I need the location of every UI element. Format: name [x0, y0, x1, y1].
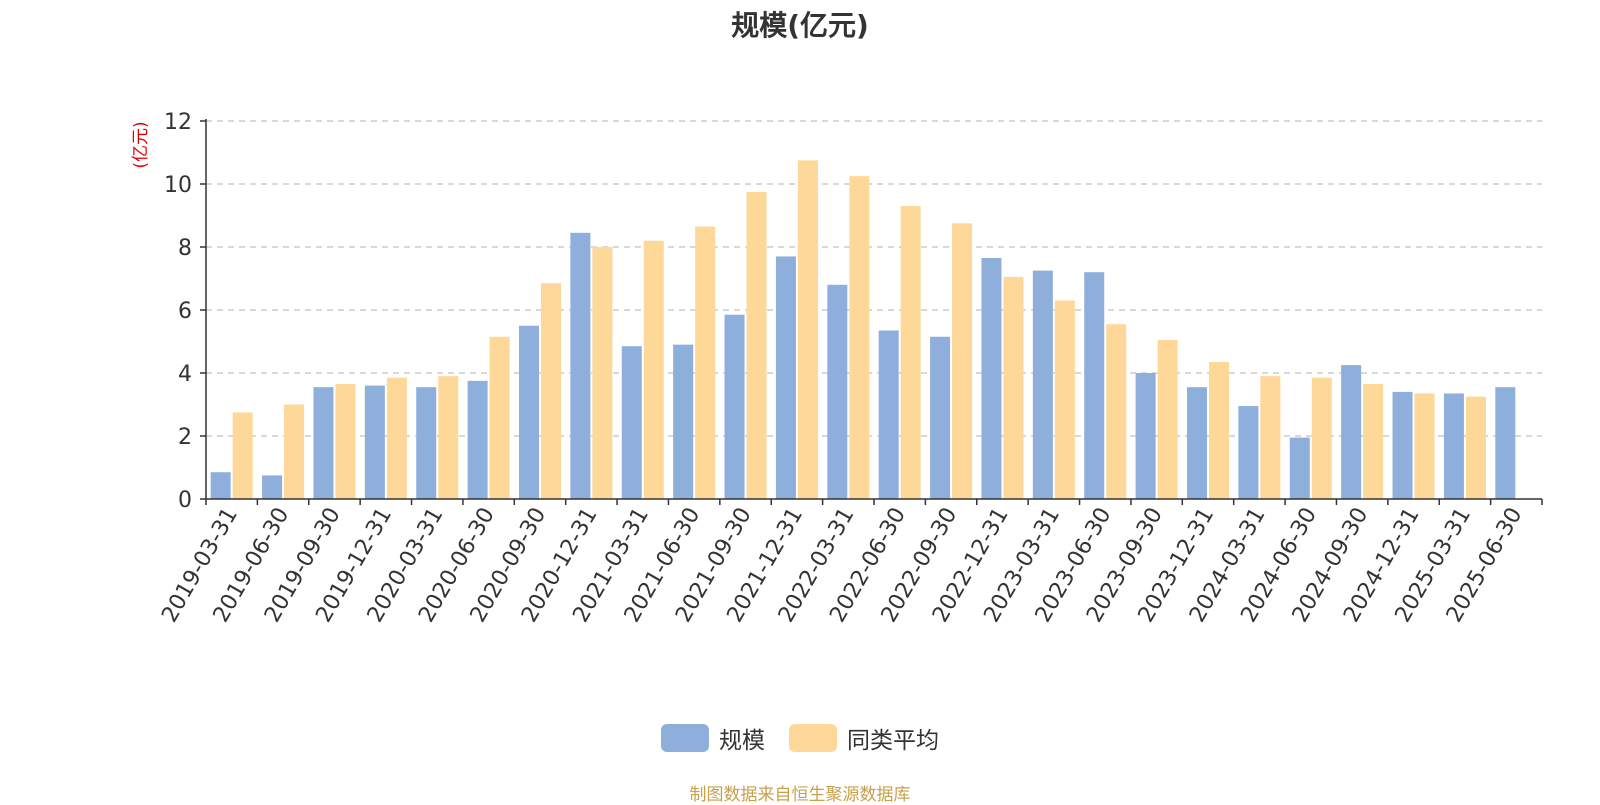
bar-scale[interactable] — [1187, 387, 1207, 499]
bar-peer-average[interactable] — [541, 283, 561, 499]
bar-scale[interactable] — [364, 385, 385, 499]
bar-peer-average[interactable] — [746, 191, 767, 499]
bar-scale[interactable] — [1135, 373, 1156, 499]
bar-scale[interactable] — [1392, 391, 1413, 499]
y-tick-label: 12 — [164, 110, 192, 135]
y-tick-label: 0 — [178, 488, 192, 513]
bar-scale[interactable] — [827, 284, 848, 499]
source-note: 制图数据来自恒生聚源数据库 — [689, 785, 911, 805]
bar-peer-average[interactable] — [1311, 377, 1332, 499]
bar-peer-average[interactable] — [797, 160, 818, 499]
y-tick-label: 2 — [178, 425, 192, 450]
bar-peer-average[interactable] — [900, 206, 921, 500]
bar-scale[interactable] — [621, 346, 642, 499]
bar-scale[interactable] — [570, 232, 591, 499]
bar-scale[interactable] — [262, 475, 283, 499]
bar-scale[interactable] — [981, 258, 1002, 499]
bar-peer-average[interactable] — [1209, 361, 1229, 499]
bar-scale[interactable] — [724, 314, 745, 499]
bar-peer-average[interactable] — [1157, 339, 1178, 499]
bar-peer-average[interactable] — [1414, 393, 1435, 499]
bar-peer-average[interactable] — [489, 336, 510, 499]
bar-scale[interactable] — [1341, 365, 1362, 499]
bar-peer-average[interactable] — [1003, 276, 1024, 499]
y-tick-label: 4 — [178, 362, 192, 387]
bar-scale[interactable] — [467, 380, 488, 499]
bar-scale[interactable] — [1443, 393, 1464, 499]
bar-scale[interactable] — [519, 325, 539, 499]
bars — [210, 160, 1516, 500]
bar-scale[interactable] — [1238, 406, 1259, 499]
legend: 规模 同类平均 — [0, 721, 1600, 755]
bar-peer-average[interactable] — [1465, 396, 1486, 499]
bar-peer-average[interactable] — [1106, 324, 1127, 499]
bar-peer-average[interactable] — [643, 240, 664, 499]
legend-item-peer-average[interactable]: 同类平均 — [789, 721, 939, 755]
bar-scale[interactable] — [673, 344, 694, 499]
legend-label-scale: 规模 — [719, 728, 765, 754]
y-tick-label: 10 — [164, 173, 192, 198]
bar-scale[interactable] — [775, 256, 796, 499]
bar-peer-average[interactable] — [592, 247, 613, 499]
bar-scale[interactable] — [210, 472, 231, 499]
bar-scale[interactable] — [878, 330, 899, 499]
bar-scale[interactable] — [1289, 437, 1310, 499]
bar-peer-average[interactable] — [1363, 384, 1384, 499]
legend-swatch-scale — [661, 724, 709, 752]
legend-item-scale[interactable]: 规模 — [661, 721, 765, 755]
bar-scale[interactable] — [930, 336, 951, 499]
bar-scale[interactable] — [313, 387, 334, 499]
bar-peer-average[interactable] — [335, 384, 356, 499]
bar-peer-average[interactable] — [1054, 300, 1075, 499]
bar-peer-average[interactable] — [386, 377, 407, 499]
bar-peer-average[interactable] — [1260, 376, 1281, 499]
bar-peer-average[interactable] — [695, 226, 716, 499]
bar-peer-average[interactable] — [438, 376, 459, 499]
y-tick-label: 6 — [178, 299, 192, 324]
bar-scale[interactable] — [416, 387, 437, 499]
bar-scale[interactable] — [1084, 272, 1105, 499]
bar-peer-average[interactable] — [232, 412, 253, 499]
bar-scale[interactable] — [1032, 270, 1053, 499]
bar-peer-average[interactable] — [284, 404, 305, 500]
bar-peer-average[interactable] — [952, 223, 973, 499]
bar-scale[interactable] — [1495, 387, 1516, 499]
legend-swatch-peer-average — [789, 724, 837, 752]
legend-label-peer-average: 同类平均 — [847, 728, 939, 754]
y-tick-label: 8 — [178, 236, 192, 261]
chart-title: 规模(亿元) — [731, 9, 869, 42]
y-axis-label: (亿元) — [131, 121, 151, 168]
bar-peer-average[interactable] — [849, 176, 870, 499]
